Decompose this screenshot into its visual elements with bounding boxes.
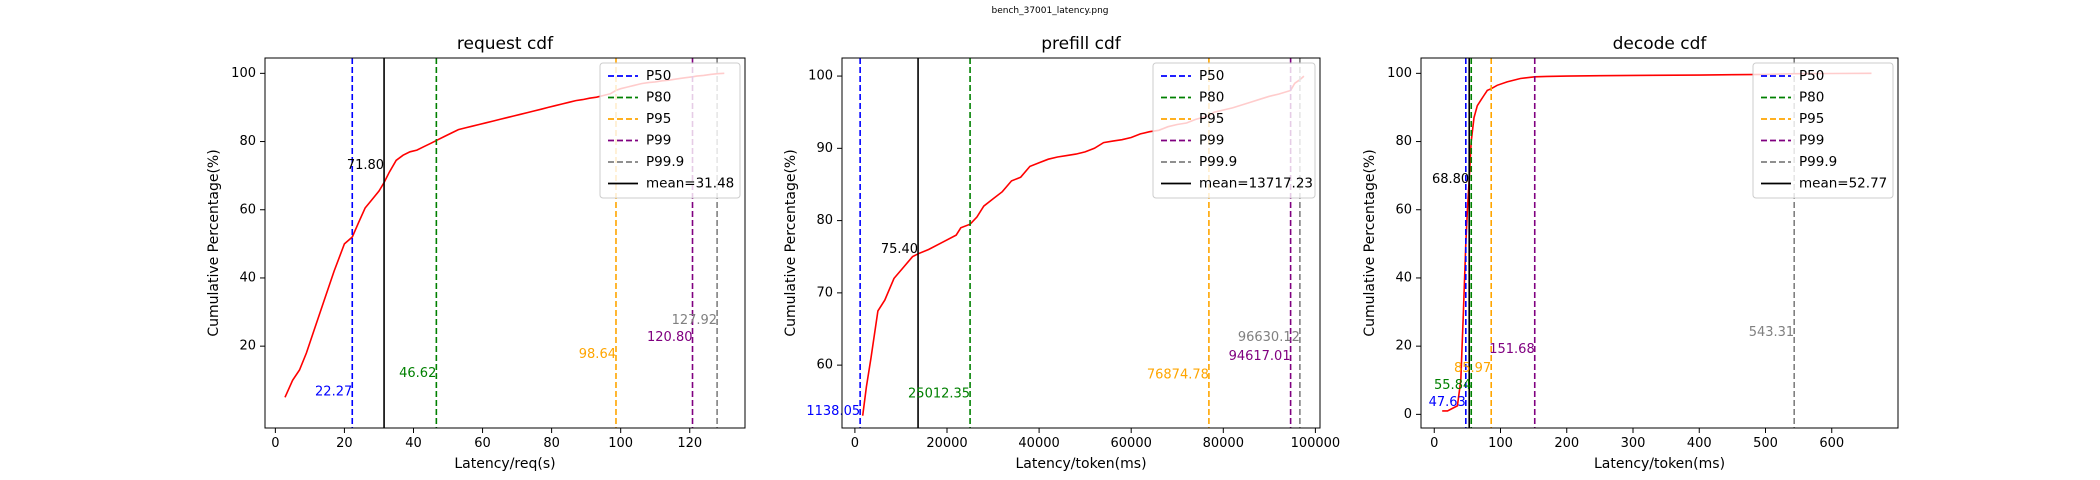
legend-box xyxy=(1152,62,1316,199)
percentile-value-label: 55.84 xyxy=(1434,378,1471,393)
x-tick-label: 60000 xyxy=(1111,436,1152,451)
y-tick-label: 100 xyxy=(808,69,833,84)
percentile-value-label: 98.64 xyxy=(579,347,616,362)
y-tick-label: 100 xyxy=(1387,66,1412,81)
chart-title: prefill cdf xyxy=(1041,34,1122,54)
percentile-value-label: 46.62 xyxy=(399,366,436,381)
x-axis-label: Latency/req(s) xyxy=(454,456,555,472)
legend-label: mean=13717.23 xyxy=(1199,176,1313,192)
x-tick-label: 0 xyxy=(851,436,859,451)
y-tick-label: 80 xyxy=(239,134,256,149)
x-axis-label: Latency/token(ms) xyxy=(1015,456,1146,472)
legend-label: P80 xyxy=(646,90,671,106)
legend: P50 P80 P95 P99 P99.9 mean=52.77 xyxy=(1752,62,1894,199)
y-tick-label: 80 xyxy=(816,213,833,228)
x-tick-label: 80 xyxy=(543,436,560,451)
legend-label: P80 xyxy=(1199,90,1224,106)
axes-frame xyxy=(1420,57,1899,429)
y-tick-label: 20 xyxy=(239,339,256,354)
chart-title: decode cdf xyxy=(1613,34,1708,54)
cdf-line xyxy=(1442,72,1872,412)
plot-area xyxy=(1442,58,1872,428)
x-tick-label: 100 xyxy=(1488,436,1513,451)
percentile-value-label: 543.31 xyxy=(1749,325,1795,340)
x-tick-label: 600 xyxy=(1819,436,1844,451)
percentile-value-label: 1138.05 xyxy=(806,404,860,419)
y-tick-label: 20 xyxy=(1395,339,1412,354)
x-tick-label: 40 xyxy=(405,436,422,451)
y-tick-label: 60 xyxy=(816,358,833,373)
legend-label: P99.9 xyxy=(1799,154,1837,170)
y-tick-label: 40 xyxy=(1395,270,1412,285)
y-tick-label: 60 xyxy=(1395,202,1412,217)
x-tick-label: 120 xyxy=(677,436,702,451)
legend: P50 P80 P95 P99 P99.9 mean=13717.23 xyxy=(1152,62,1316,199)
y-axis-label: Cumulative Percentage(%) xyxy=(1362,149,1378,336)
chart-panel-1: 22.27 46.62 98.64 120.80 127.92 71.80 0 20 40 60 8… xyxy=(206,34,746,472)
legend-label: P80 xyxy=(1799,90,1824,106)
legend-label: P99.9 xyxy=(1199,154,1237,170)
y-tick-label: 40 xyxy=(239,270,256,285)
y-tick-label: 90 xyxy=(816,141,833,156)
mean-annotation: 68.80 xyxy=(1432,172,1469,187)
x-tick-label: 60 xyxy=(474,436,491,451)
legend-label: P95 xyxy=(646,111,671,127)
x-tick-label: 40000 xyxy=(1018,436,1059,451)
chart-panel-2: 1138.05 25012.35 76874.78 94617.01 96630.12 7… xyxy=(783,34,1340,472)
percentile-value-label: 96630.12 xyxy=(1238,330,1300,345)
legend-label: P99.9 xyxy=(646,154,684,170)
x-axis-label: Latency/token(ms) xyxy=(1594,456,1725,472)
legend-label: P95 xyxy=(1199,111,1224,127)
x-tick-label: 0 xyxy=(271,436,279,451)
x-tick-label: 80000 xyxy=(1203,436,1244,451)
legend-label: mean=52.77 xyxy=(1799,176,1887,192)
y-tick-label: 100 xyxy=(231,66,256,81)
legend-label: P50 xyxy=(1799,68,1824,84)
x-tick-label: 100000 xyxy=(1291,436,1341,451)
legend-label: P50 xyxy=(646,68,671,84)
x-tick-label: 200 xyxy=(1554,436,1579,451)
percentile-value-label: 76874.78 xyxy=(1147,368,1209,383)
legend-label: P50 xyxy=(1199,68,1224,84)
x-tick-label: 20 xyxy=(336,436,353,451)
legend-label: P99 xyxy=(1199,133,1224,149)
axes-frame xyxy=(264,57,746,429)
percentile-value-label: 120.80 xyxy=(647,330,693,345)
chart-title: request cdf xyxy=(457,34,554,54)
y-axis-label: Cumulative Percentage(%) xyxy=(783,149,799,336)
legend: P50 P80 P95 P99 P99.9 mean=31.48 xyxy=(599,62,741,199)
percentile-value-label: 22.27 xyxy=(315,385,352,400)
mean-annotation: 71.80 xyxy=(347,158,384,173)
y-axis-label: Cumulative Percentage(%) xyxy=(206,149,222,336)
percentile-value-label: 127.92 xyxy=(672,313,718,328)
x-tick-label: 20000 xyxy=(926,436,967,451)
x-tick-label: 500 xyxy=(1753,436,1778,451)
figure-suptitle: bench_37001_latency.png xyxy=(991,6,1109,16)
percentile-value-label: 94617.01 xyxy=(1229,349,1291,364)
percentile-value-label: 85.97 xyxy=(1454,361,1491,376)
percentile-value-label: 25012.35 xyxy=(908,387,970,402)
x-tick-label: 100 xyxy=(608,436,633,451)
x-tick-label: 300 xyxy=(1621,436,1646,451)
legend-label: P99 xyxy=(1799,133,1824,149)
x-tick-label: 400 xyxy=(1687,436,1712,451)
y-tick-label: 80 xyxy=(1395,134,1412,149)
y-tick-label: 70 xyxy=(816,285,833,300)
y-tick-label: 60 xyxy=(239,202,256,217)
mean-annotation: 75.40 xyxy=(881,242,918,257)
legend-label: P95 xyxy=(1799,111,1824,127)
percentile-value-label: 151.68 xyxy=(1489,342,1535,357)
legend-label: P99 xyxy=(646,133,671,149)
axes-frame xyxy=(841,57,1321,429)
percentile-value-label: 47.63 xyxy=(1429,395,1466,410)
x-tick-label: 0 xyxy=(1430,436,1438,451)
legend-label: mean=31.48 xyxy=(646,176,734,192)
y-tick-label: 0 xyxy=(1404,407,1412,422)
